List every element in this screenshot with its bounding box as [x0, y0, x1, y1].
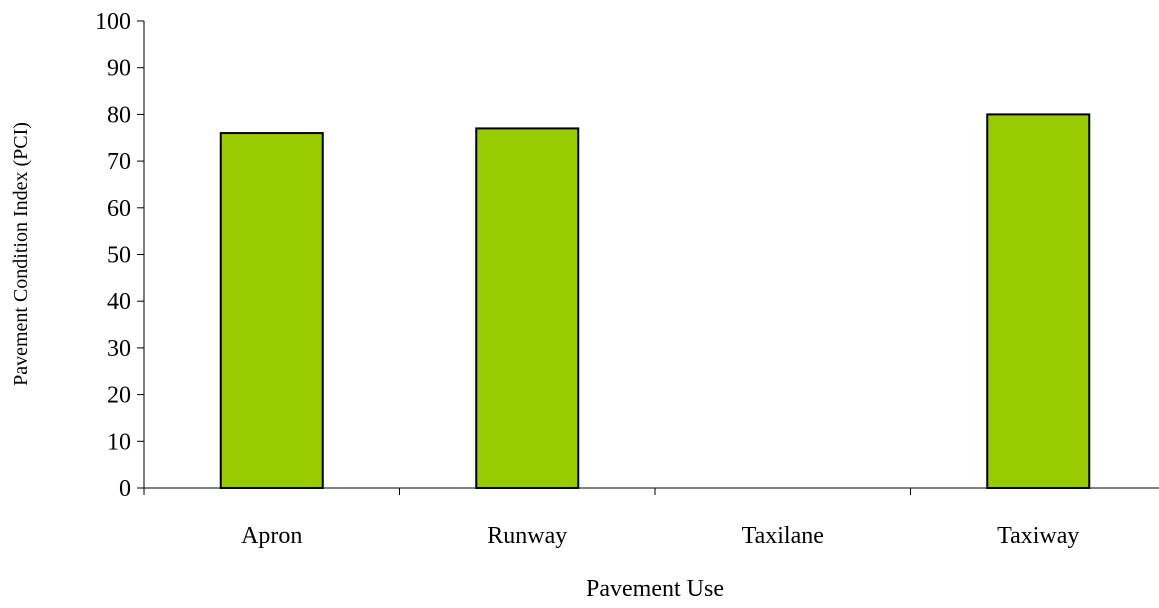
category-label-taxilane: Taxilane [742, 523, 824, 549]
category-label-apron: Apron [241, 523, 302, 549]
category-label-taxiway: Taxiway [997, 523, 1079, 549]
bar-runway [475, 127, 580, 489]
y-tick-label: 60 [107, 196, 131, 222]
category-label-runway: Runway [487, 523, 567, 549]
bar-apron [219, 132, 324, 490]
y-tick-label: 70 [107, 149, 131, 175]
category-labels: Apron Runway Taxilane Taxiway [241, 523, 1079, 549]
y-tick-label: 30 [107, 336, 131, 362]
y-tick-label: 40 [107, 289, 131, 315]
y-tick-label: 20 [107, 383, 131, 409]
y-tick-label: 50 [107, 243, 131, 269]
y-axis-title: Pavement Condition Index (PCI) [10, 122, 32, 386]
y-tick-label: 90 [107, 56, 131, 82]
x-axis-title: Pavement Use [586, 576, 724, 602]
y-tick-label: 80 [107, 102, 131, 128]
bar-taxiway [986, 113, 1091, 490]
y-tick-label: 100 [95, 9, 131, 35]
y-tick-label: 10 [107, 429, 131, 455]
bars [219, 113, 1091, 490]
x-axis-ticks [143, 488, 911, 495]
y-axis-ticks: 0 10 20 30 40 50 60 70 80 90 100 [95, 9, 144, 502]
y-tick-label: 0 [119, 476, 131, 502]
